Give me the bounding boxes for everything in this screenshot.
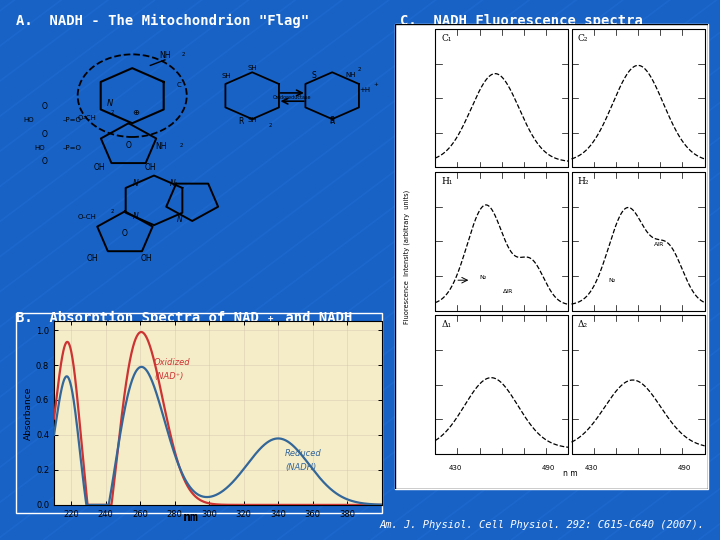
Text: OH: OH — [145, 163, 156, 172]
Text: C.  NADH Fluorescence spectra: C. NADH Fluorescence spectra — [400, 14, 642, 28]
Text: SH: SH — [222, 73, 232, 79]
Text: Am. J. Physiol. Cell Physiol. 292: C615-C640 (2007).: Am. J. Physiol. Cell Physiol. 292: C615-… — [379, 520, 704, 530]
Text: O: O — [42, 102, 48, 111]
Text: OH: OH — [94, 163, 105, 172]
Text: SH: SH — [248, 118, 257, 124]
Text: C: C — [177, 82, 182, 87]
Text: N₂: N₂ — [609, 278, 616, 283]
Text: +: + — [374, 83, 378, 87]
Text: H₁: H₁ — [441, 177, 453, 186]
Text: (NAD⁺): (NAD⁺) — [154, 372, 184, 381]
Text: 490: 490 — [678, 465, 691, 471]
Bar — [436, 29, 568, 167]
Text: R: R — [238, 117, 244, 126]
Text: OH: OH — [86, 254, 98, 262]
Text: O: O — [42, 157, 48, 166]
Text: Reduced: Reduced — [285, 449, 322, 458]
Text: and NADH: and NADH — [277, 310, 353, 325]
Text: 2: 2 — [358, 68, 361, 72]
Text: nm: nm — [183, 511, 199, 524]
Bar — [436, 315, 568, 454]
Text: 2: 2 — [110, 110, 114, 115]
Text: H₂: H₂ — [577, 177, 589, 186]
Text: C₁: C₁ — [441, 33, 452, 43]
Bar — [395, 24, 708, 489]
Text: C₂: C₂ — [577, 33, 588, 43]
Text: Oxidoreductase: Oxidoreductase — [273, 94, 312, 99]
Text: +H: +H — [359, 87, 371, 93]
Text: A.  NADH - The Mitochondrion "Flag": A. NADH - The Mitochondrion "Flag" — [16, 14, 309, 28]
Text: ΔIR: ΔIR — [503, 289, 513, 294]
Text: O–CH: O–CH — [78, 114, 96, 121]
Text: +: + — [268, 314, 273, 323]
Text: 490: 490 — [541, 465, 555, 471]
Text: N: N — [176, 215, 182, 224]
Text: NH: NH — [345, 72, 356, 78]
Text: N: N — [133, 179, 139, 188]
Bar — [436, 172, 568, 310]
Text: –P=O: –P=O — [63, 145, 82, 151]
Text: OH: OH — [141, 254, 153, 262]
Text: N₂: N₂ — [480, 275, 487, 280]
Text: Δ₁: Δ₁ — [441, 320, 451, 329]
Bar — [572, 172, 705, 310]
Text: (NADH): (NADH) — [285, 463, 316, 472]
Text: Fluorescence  Intensity (arbitrary  units): Fluorescence Intensity (arbitrary units) — [404, 190, 410, 323]
Text: 430: 430 — [585, 465, 598, 471]
Text: ⊕: ⊕ — [132, 107, 140, 117]
Text: n m: n m — [562, 469, 577, 478]
Text: O: O — [42, 130, 48, 139]
Text: 430: 430 — [449, 465, 462, 471]
Text: HO: HO — [35, 145, 45, 151]
Text: B.  Absorption Spectra of NAD: B. Absorption Spectra of NAD — [16, 310, 258, 325]
Text: O: O — [122, 229, 128, 238]
Text: N: N — [169, 179, 175, 188]
Text: O–CH: O–CH — [78, 214, 96, 220]
Bar — [572, 29, 705, 167]
Text: HO: HO — [23, 118, 34, 124]
Bar — [572, 315, 705, 454]
Text: –P=O: –P=O — [63, 118, 82, 124]
Text: NH: NH — [156, 142, 167, 151]
Text: S: S — [330, 116, 335, 125]
Text: SH: SH — [248, 65, 257, 71]
Text: R: R — [330, 117, 335, 126]
Text: 2: 2 — [269, 124, 272, 129]
Y-axis label: Absorbance: Absorbance — [24, 387, 33, 440]
Text: Oxidized: Oxidized — [154, 358, 191, 367]
Text: O: O — [125, 141, 132, 150]
Text: S: S — [312, 71, 316, 79]
Text: 2: 2 — [181, 52, 185, 57]
Text: NH: NH — [159, 51, 171, 60]
Text: Δ₂: Δ₂ — [577, 320, 588, 329]
Text: 2: 2 — [110, 209, 114, 214]
Text: N: N — [107, 99, 114, 109]
Text: N: N — [133, 212, 139, 221]
Text: AIR: AIR — [654, 242, 665, 247]
Text: 2: 2 — [179, 143, 183, 148]
